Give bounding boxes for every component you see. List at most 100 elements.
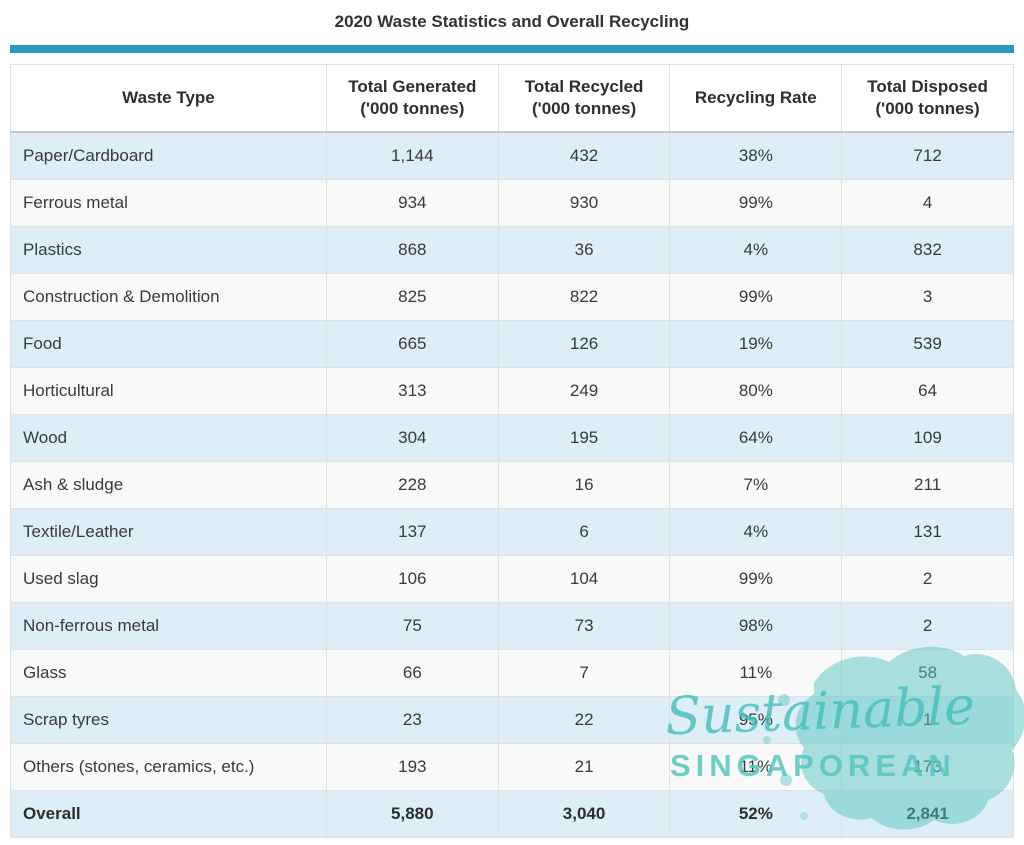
value-cell: 825 [325,273,499,321]
waste-type-cell: Paper/Cardboard [10,131,327,180]
value-cell: 36 [497,226,671,274]
table-body: Paper/Cardboard 1,144 432 38% 712 Ferrous met… [10,131,1014,838]
value-cell: 11% [669,743,843,791]
value-cell: 930 [497,179,671,227]
value-cell: 1,144 [325,131,499,180]
waste-type-cell: Plastics [10,226,327,274]
value-cell: 7% [669,461,843,509]
value-cell: 822 [497,273,671,321]
value-cell: 4% [669,508,843,556]
value-cell: 106 [325,555,499,603]
waste-type-cell: Horticultural [10,367,327,415]
table-header: Waste Type Total Generated ('000 tonnes) To… [10,64,1014,133]
waste-type-cell: Textile/Leather [10,508,327,556]
value-cell: 73 [497,602,671,650]
table-row: Textile/Leather 137 6 4% 131 [10,508,1014,556]
value-cell: 99% [669,555,843,603]
value-cell: 2 [841,555,1014,603]
table-row: Ferrous metal 934 930 99% 4 [10,179,1014,227]
table-row: Food 665 126 19% 539 [10,320,1014,368]
value-cell: 7 [497,649,671,697]
value-cell: 539 [841,320,1014,368]
value-cell: 868 [325,226,499,274]
column-header-waste-type: Waste Type [10,64,327,133]
table-row: Scrap tyres 23 22 95% 1 [10,696,1014,744]
table-row: Paper/Cardboard 1,144 432 38% 712 [10,131,1014,180]
value-cell: 313 [325,367,499,415]
value-cell: 304 [325,414,499,462]
value-cell: 934 [325,179,499,227]
value-cell: 104 [497,555,671,603]
waste-type-cell: Overall [10,790,327,838]
table-row: Glass 66 7 11% 58 [10,649,1014,697]
value-cell: 109 [841,414,1014,462]
value-cell: 432 [497,131,671,180]
value-cell: 58 [841,649,1014,697]
value-cell: 22 [497,696,671,744]
table-row: Non-ferrous metal 75 73 98% 2 [10,602,1014,650]
value-cell: 75 [325,602,499,650]
waste-type-cell: Ash & sludge [10,461,327,509]
value-cell: 712 [841,131,1014,180]
value-cell: 6 [497,508,671,556]
value-cell: 64 [841,367,1014,415]
header-row: Waste Type Total Generated ('000 tonnes) To… [10,64,1014,133]
table-row: Used slag 106 104 99% 2 [10,555,1014,603]
value-cell: 98% [669,602,843,650]
table-row: Horticultural 313 249 80% 64 [10,367,1014,415]
value-cell: 665 [325,320,499,368]
table-row: Wood 304 195 64% 109 [10,414,1014,462]
value-cell: 99% [669,273,843,321]
value-cell: 21 [497,743,671,791]
value-cell: 4% [669,226,843,274]
waste-type-cell: Glass [10,649,327,697]
value-cell: 11% [669,649,843,697]
value-cell: 19% [669,320,843,368]
value-cell: 195 [497,414,671,462]
value-cell: 2,841 [841,790,1014,838]
value-cell: 52% [669,790,843,838]
waste-type-cell: Ferrous metal [10,179,327,227]
waste-type-cell: Others (stones, ceramics, etc.) [10,743,327,791]
value-cell: 99% [669,179,843,227]
column-header-recycling-rate: Recycling Rate [669,64,843,133]
waste-type-cell: Construction & Demolition [10,273,327,321]
value-cell: 249 [497,367,671,415]
value-cell: 211 [841,461,1014,509]
waste-type-cell: Scrap tyres [10,696,327,744]
column-header-total-generated: Total Generated ('000 tonnes) [325,64,499,133]
value-cell: 1 [841,696,1014,744]
value-cell: 126 [497,320,671,368]
value-cell: 228 [325,461,499,509]
waste-type-cell: Non-ferrous metal [10,602,327,650]
table-row: Others (stones, ceramics, etc.) 193 21 11% 1… [10,743,1014,791]
waste-statistics-table: Waste Type Total Generated ('000 tonnes) To… [10,64,1014,838]
waste-type-cell: Used slag [10,555,327,603]
value-cell: 5,880 [325,790,499,838]
waste-type-cell: Food [10,320,327,368]
accent-bar [10,45,1014,53]
waste-type-cell: Wood [10,414,327,462]
value-cell: 64% [669,414,843,462]
table-row: Plastics 868 36 4% 832 [10,226,1014,274]
column-header-total-disposed: Total Disposed ('000 tonnes) [841,64,1014,133]
table-row: Construction & Demolition 825 822 99% 3 [10,273,1014,321]
value-cell: 80% [669,367,843,415]
overall-row: Overall 5,880 3,040 52% 2,841 [10,790,1014,838]
table-row: Ash & sludge 228 16 7% 211 [10,461,1014,509]
value-cell: 832 [841,226,1014,274]
value-cell: 23 [325,696,499,744]
value-cell: 137 [325,508,499,556]
value-cell: 3 [841,273,1014,321]
value-cell: 95% [669,696,843,744]
page-title: 2020 Waste Statistics and Overall Recycl… [334,12,690,31]
value-cell: 173 [841,743,1014,791]
value-cell: 4 [841,179,1014,227]
value-cell: 3,040 [497,790,671,838]
value-cell: 2 [841,602,1014,650]
column-header-total-recycled: Total Recycled ('000 tonnes) [497,64,671,133]
value-cell: 38% [669,131,843,180]
value-cell: 16 [497,461,671,509]
value-cell: 193 [325,743,499,791]
